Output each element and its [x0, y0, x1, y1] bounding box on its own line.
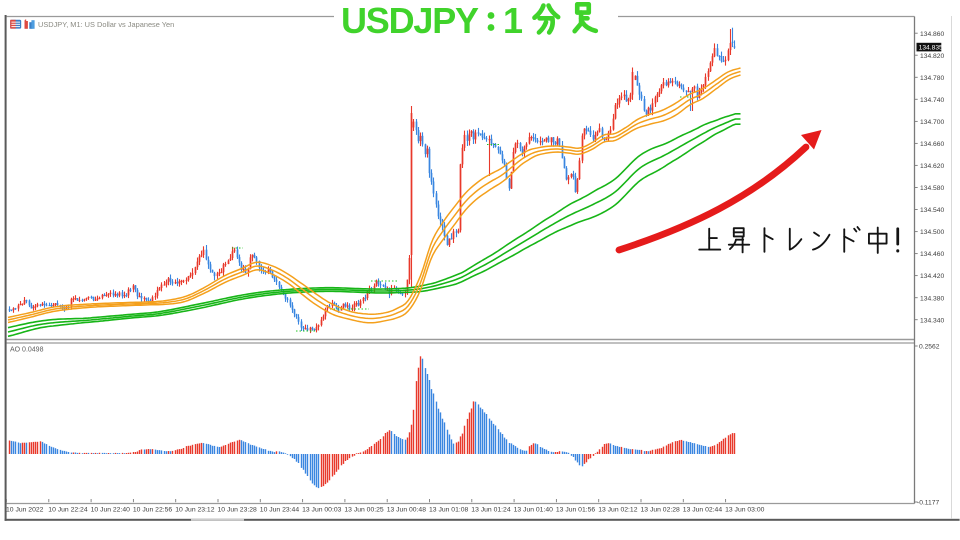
svg-text:134.460: 134.460: [920, 251, 944, 258]
svg-text:13 Jun 01:40: 13 Jun 01:40: [514, 507, 554, 514]
svg-text:13 Jun 00:48: 13 Jun 00:48: [387, 507, 427, 514]
svg-text:134.700: 134.700: [920, 119, 944, 126]
svg-text:10 Jun 23:44: 10 Jun 23:44: [260, 507, 300, 514]
svg-text:13 Jun 00:03: 13 Jun 00:03: [302, 507, 342, 514]
svg-text:13 Jun 01:56: 13 Jun 01:56: [556, 507, 596, 514]
svg-text:10 Jun 2022: 10 Jun 2022: [6, 507, 44, 514]
svg-text:134.740: 134.740: [920, 97, 944, 104]
svg-text:10 Jun 23:28: 10 Jun 23:28: [218, 507, 258, 514]
svg-text:1: 1: [503, 0, 523, 41]
svg-text:134.500: 134.500: [920, 229, 944, 236]
svg-text:134.420: 134.420: [920, 273, 944, 280]
svg-text:0.2562: 0.2562: [919, 344, 940, 351]
svg-text:134.820: 134.820: [920, 53, 944, 60]
svg-text:13 Jun 01:08: 13 Jun 01:08: [429, 507, 469, 514]
svg-text:134.780: 134.780: [920, 75, 944, 82]
svg-text:-0.1177: -0.1177: [917, 500, 939, 507]
svg-text:USDJPY, M1: US Dollar vs Japan: USDJPY, M1: US Dollar vs Japanese Yen: [38, 20, 174, 29]
svg-text:134.835: 134.835: [919, 45, 943, 52]
svg-text:134.620: 134.620: [920, 163, 944, 170]
svg-text:13 Jun 01:24: 13 Jun 01:24: [471, 507, 511, 514]
svg-text:10 Jun 23:12: 10 Jun 23:12: [175, 507, 215, 514]
svg-text:134.580: 134.580: [920, 185, 944, 192]
svg-text:134.540: 134.540: [920, 207, 944, 214]
svg-text:134.660: 134.660: [920, 141, 944, 148]
svg-text:134.340: 134.340: [920, 317, 944, 324]
svg-text:10 Jun 22:24: 10 Jun 22:24: [48, 507, 88, 514]
svg-text:13 Jun 00:25: 13 Jun 00:25: [344, 507, 384, 514]
svg-text:10 Jun 22:40: 10 Jun 22:40: [91, 507, 131, 514]
svg-text:10 Jun 22:56: 10 Jun 22:56: [133, 507, 173, 514]
svg-text:AO 0.0498: AO 0.0498: [10, 347, 44, 354]
svg-text:13 Jun 02:44: 13 Jun 02:44: [683, 507, 723, 514]
svg-text:134.860: 134.860: [920, 31, 944, 38]
svg-text:USDJPY: USDJPY: [341, 0, 479, 41]
svg-text:13 Jun 02:28: 13 Jun 02:28: [641, 507, 681, 514]
svg-text:13 Jun 02:12: 13 Jun 02:12: [598, 507, 638, 514]
svg-text:134.380: 134.380: [920, 295, 944, 302]
svg-text:13 Jun 03:00: 13 Jun 03:00: [725, 507, 765, 514]
